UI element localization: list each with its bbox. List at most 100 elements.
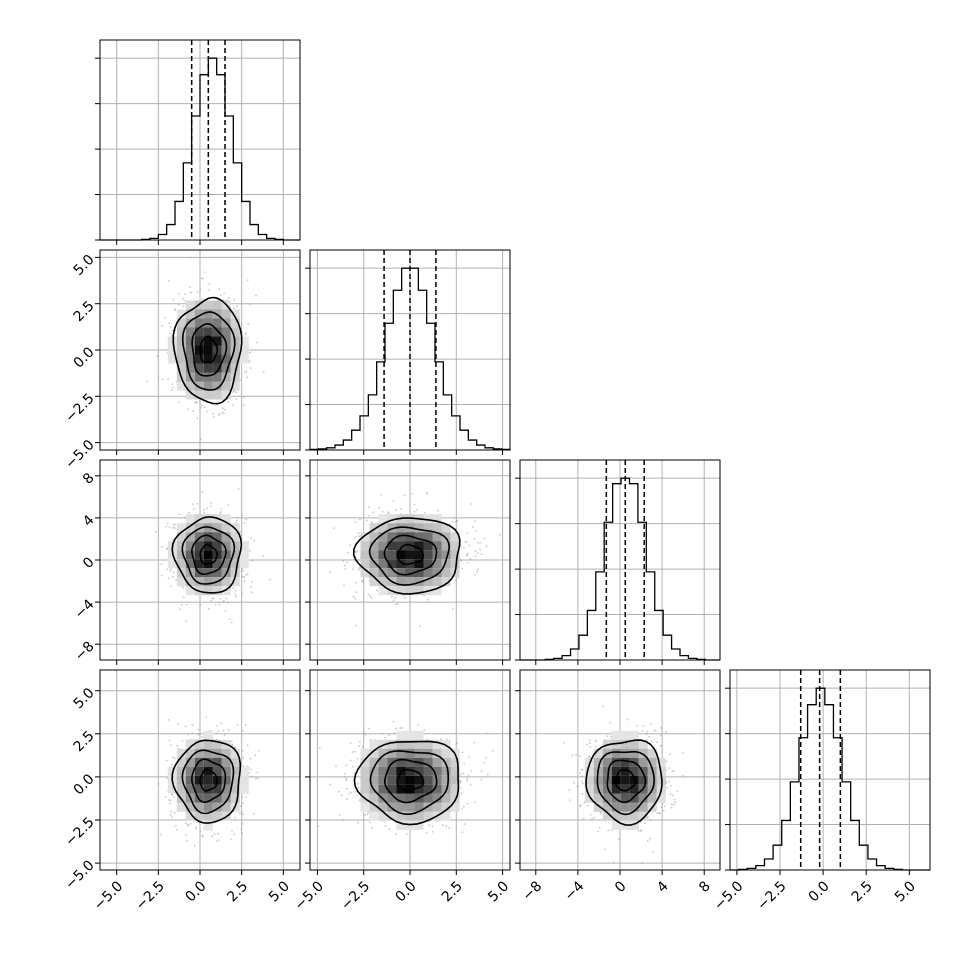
scatter-point: [208, 289, 210, 291]
scatter-point: [178, 401, 180, 404]
scatter-point: [392, 599, 395, 602]
scatter-point: [417, 724, 419, 726]
scatter-point: [470, 770, 472, 772]
scatter-point: [349, 742, 352, 745]
scatter-point: [215, 732, 218, 735]
scatter-point: [209, 505, 212, 508]
scatter-point: [191, 732, 194, 735]
density-cell: [221, 775, 231, 785]
scatter-point: [250, 537, 253, 539]
density-cell: [185, 390, 195, 400]
density-cell: [230, 327, 240, 337]
density-cell: [176, 748, 186, 758]
scatter-point: [365, 519, 368, 522]
scatter-point: [156, 355, 159, 358]
scatter-point: [240, 570, 243, 573]
scatter-point: [343, 564, 346, 567]
scatter-point: [461, 808, 463, 810]
density-cell: [369, 568, 379, 578]
scatter-point: [256, 771, 259, 774]
density-cell: [387, 532, 397, 542]
density-cell: [203, 739, 213, 749]
scatter-point: [372, 511, 374, 514]
scatter-point: [262, 555, 265, 557]
y-tick-label: −5.0: [62, 437, 97, 472]
density-cell: [203, 748, 213, 758]
y-tick-label: −2.5: [62, 814, 97, 849]
scatter-point: [243, 522, 246, 524]
scatter-point: [499, 533, 501, 536]
scatter-point: [173, 757, 176, 760]
scatter-point: [171, 764, 173, 766]
scatter-point: [472, 526, 474, 529]
scatter-point: [256, 341, 258, 344]
density-cell: [185, 327, 195, 337]
density-cell: [369, 523, 379, 533]
density-cell: [203, 577, 213, 587]
density-cell: [405, 568, 415, 578]
scatter-point: [459, 780, 462, 783]
scatter-point: [344, 568, 347, 570]
scatter-point: [381, 732, 384, 735]
scatter-point: [242, 729, 244, 732]
scatter-point: [210, 502, 213, 504]
density-cell: [414, 568, 424, 578]
y-tick-label: −5.0: [62, 857, 97, 892]
scatter-point: [161, 545, 163, 548]
scatter-point: [366, 813, 369, 815]
density-cell: [203, 541, 213, 551]
scatter-point: [218, 839, 221, 842]
scatter-point: [342, 560, 345, 562]
scatter-point: [210, 829, 213, 832]
scatter-point: [191, 503, 194, 505]
density-cell: [221, 354, 231, 364]
density-cell: [360, 550, 370, 560]
contour-line: [181, 526, 236, 585]
scatter-point: [246, 376, 249, 379]
scatter-point: [187, 824, 190, 827]
scatter-point: [185, 822, 188, 825]
scatter-point: [235, 398, 238, 400]
density-cell: [167, 336, 177, 346]
scatter-point: [240, 324, 243, 326]
scatter-point: [232, 404, 234, 406]
scatter-point: [357, 559, 360, 561]
density-cell: [194, 577, 204, 587]
scatter-point: [345, 779, 347, 781]
scatter-point: [217, 414, 220, 416]
scatter-point: [236, 723, 239, 726]
scatter-point: [161, 574, 163, 577]
density-cell: [450, 559, 460, 569]
scatter-point: [201, 298, 204, 301]
scatter-point: [345, 764, 348, 767]
scatter-point: [246, 279, 249, 282]
density-cell: [203, 381, 213, 391]
scatter-point: [349, 759, 352, 762]
scatter-point: [174, 523, 177, 526]
scatter-point: [227, 503, 230, 506]
density-cell: [185, 523, 195, 533]
density-cell: [221, 309, 231, 319]
scatter-point: [354, 521, 357, 523]
density-cell: [212, 372, 222, 382]
scatter-point: [251, 559, 253, 562]
density-cell: [230, 532, 240, 542]
density-cell: [221, 372, 231, 382]
scatter-point: [346, 561, 348, 564]
scatter-point: [169, 326, 172, 328]
scatter-point: [165, 548, 168, 550]
density-cell: [203, 730, 213, 740]
contour-line: [191, 534, 227, 576]
scatter-point: [387, 511, 389, 514]
density-cell: [194, 802, 204, 812]
density-cell: [378, 577, 388, 587]
scatter-point: [269, 578, 271, 581]
scatter-point: [262, 370, 265, 373]
scatter-point: [221, 412, 224, 414]
scatter-point: [200, 277, 203, 280]
density-cell: [221, 532, 231, 542]
density-cell: [432, 568, 442, 578]
scatter-point: [185, 620, 188, 623]
scatter-point: [425, 491, 428, 494]
density-cell: [203, 784, 213, 794]
